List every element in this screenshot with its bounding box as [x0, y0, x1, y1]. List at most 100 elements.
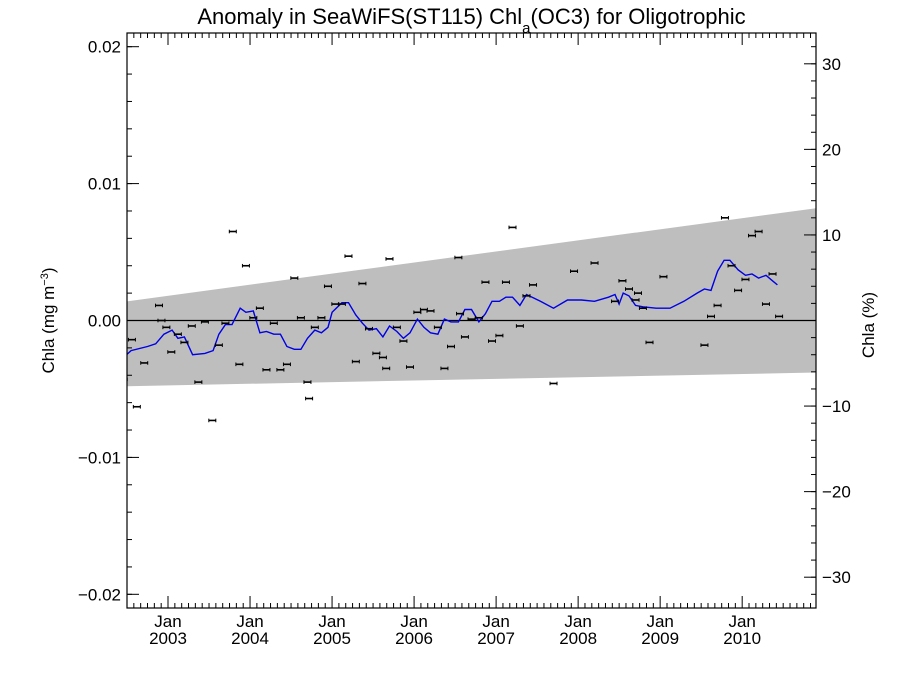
right-tick-label: −20	[822, 483, 851, 502]
data-point	[460, 335, 469, 339]
data-point	[456, 311, 465, 316]
right-tick-label: −30	[822, 568, 851, 587]
data-point	[364, 326, 373, 331]
data-point	[323, 284, 332, 289]
right-tick-label: 20	[822, 140, 841, 159]
data-point	[132, 404, 141, 409]
data-point	[127, 337, 136, 342]
data-point	[282, 362, 291, 367]
data-point	[748, 233, 757, 238]
data-point	[754, 229, 763, 234]
data-point	[440, 366, 449, 371]
data-point	[707, 314, 716, 319]
data-point	[713, 303, 722, 308]
data-point	[255, 306, 264, 310]
x-tick-year-label: 2010	[723, 629, 761, 648]
data-point	[426, 309, 435, 313]
data-point	[645, 340, 654, 345]
left-tick-label: 0.01	[88, 175, 121, 194]
x-tick-month-label: Jan	[154, 612, 181, 631]
data-point	[305, 396, 314, 401]
right-tick-label: 30	[822, 55, 841, 74]
x-tick-year-label: 2005	[313, 629, 351, 648]
data-point	[290, 276, 299, 280]
x-tick-month-label: Jan	[564, 612, 591, 631]
anomaly-line-series	[127, 259, 778, 356]
data-point	[385, 257, 394, 261]
data-point	[296, 315, 305, 320]
x-tick-year-label: 2009	[641, 629, 679, 648]
data-point	[173, 332, 182, 336]
data-point	[522, 294, 531, 298]
data-point	[631, 298, 640, 302]
data-point	[495, 333, 504, 338]
data-point	[590, 261, 599, 265]
left-y-axis-label-main: Chla (mg m	[39, 286, 58, 374]
data-point	[405, 365, 414, 369]
x-tick-year-label: 2003	[149, 629, 187, 648]
data-point	[501, 280, 510, 284]
x-tick-month-label: Jan	[482, 612, 509, 631]
data-point	[618, 278, 627, 283]
data-point	[399, 339, 408, 343]
data-point	[344, 254, 353, 258]
data-point	[488, 339, 497, 343]
left-y-axis-label-superscript: −3	[39, 273, 51, 286]
data-point	[208, 418, 217, 423]
data-point	[310, 325, 319, 330]
data-point	[221, 321, 230, 326]
chart-title-subscript: a	[522, 20, 531, 37]
data-point	[358, 281, 367, 286]
data-point	[727, 263, 736, 268]
data-point	[700, 343, 709, 347]
data-point	[634, 291, 643, 295]
data-point	[382, 366, 391, 371]
left-tick-label: −0.02	[78, 585, 121, 604]
data-point	[154, 303, 163, 308]
chart-title-suffix: (OC3) for Oligotrophic	[530, 4, 745, 29]
data-point	[481, 280, 490, 284]
data-point	[775, 314, 784, 319]
x-tick-month-label: Jan	[318, 612, 345, 631]
data-point	[214, 343, 223, 347]
data-point	[351, 359, 360, 364]
data-point	[611, 299, 620, 304]
data-point	[228, 229, 237, 234]
data-point	[529, 283, 538, 287]
monthly-anomaly-points	[127, 216, 784, 423]
left-y-axis-label-close: )	[39, 267, 58, 273]
data-point	[337, 302, 346, 306]
data-point	[241, 263, 250, 268]
chart-title-main: Anomaly in SeaWiFS(ST115) Chl	[197, 4, 522, 29]
x-tick-month-label: Jan	[646, 612, 673, 631]
data-point	[720, 216, 729, 220]
data-point	[446, 344, 455, 349]
chart-title: Anomaly in SeaWiFS(ST115) Chla(OC3) for …	[197, 4, 745, 37]
right-y-axis-label: Chla (%)	[859, 292, 878, 358]
x-tick-month-label: Jan	[236, 612, 263, 631]
x-tick-year-label: 2004	[231, 629, 269, 648]
right-y-axis: −30 −20 −10 10 20 30	[804, 46, 851, 595]
x-axis: Jan2003Jan2004Jan2005Jan2006Jan2007Jan20…	[126, 33, 812, 648]
x-tick-year-label: 2006	[395, 629, 433, 648]
data-point	[768, 272, 777, 276]
data-point	[508, 225, 517, 230]
data-point	[659, 274, 668, 279]
data-point	[454, 255, 463, 260]
data-point	[167, 350, 176, 354]
data-point	[317, 315, 326, 320]
left-y-axis: −0.02 −0.01 0.00 0.01 0.02	[78, 38, 139, 604]
data-point	[187, 324, 196, 328]
data-point	[638, 306, 647, 310]
data-point	[433, 325, 442, 330]
data-point	[761, 302, 770, 306]
data-point	[378, 355, 387, 360]
x-tick-year-label: 2008	[559, 629, 597, 648]
data-point	[734, 288, 743, 293]
data-point	[140, 361, 149, 365]
data-point	[392, 325, 401, 330]
anomaly-line	[127, 259, 778, 356]
data-point	[269, 321, 278, 326]
data-point	[157, 318, 166, 323]
